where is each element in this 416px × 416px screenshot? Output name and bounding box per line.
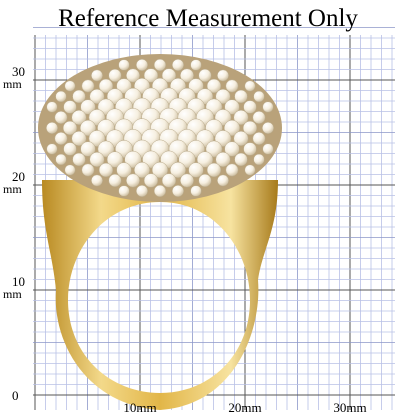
pearl [233,109,249,126]
y-label-number: 30 [12,64,25,79]
pearl [188,162,204,178]
pearl [133,161,151,179]
pearl [225,163,239,177]
pearl [153,184,167,198]
pearl [54,132,68,145]
pearl [233,130,249,147]
pearl [108,68,122,83]
pearl [72,89,86,104]
pearl [81,79,95,93]
pearl [234,152,248,167]
pearl [108,173,122,188]
pearl [143,68,159,83]
y-label-number: 20 [12,169,25,184]
pearl [253,153,265,166]
pearl [243,142,257,156]
pearl [89,88,105,105]
pearl [63,100,77,114]
pearl [161,173,177,188]
pearl [190,185,202,197]
pearl [63,142,77,156]
pearl [217,69,229,82]
ring [38,54,282,410]
pearl [72,152,86,167]
pearl [91,69,103,82]
pearl [180,68,194,83]
pearl [171,184,185,198]
pearl [71,109,87,126]
pearl [118,59,130,71]
pearl [116,162,132,178]
x-label: 30mm [333,400,366,415]
y-label-number: 10 [12,274,25,289]
ring-band [42,180,278,410]
pearl [206,162,222,178]
pearl [243,100,257,114]
x-label: 20mm [228,400,261,415]
pearl [262,101,274,113]
pearl [62,120,78,136]
pearl [253,90,265,103]
pearl [262,143,274,155]
pearl [81,163,95,177]
pearl [64,80,76,92]
pearl [180,173,194,188]
pearl [98,162,114,178]
title: Reference Measurement Only [58,5,358,32]
pearl [71,130,87,147]
pearl [242,120,258,136]
pearl [262,122,274,134]
pearl [80,99,96,115]
pearl [46,101,58,113]
pearl [153,58,167,72]
pearl [135,58,149,72]
pearl [190,59,202,71]
pearl [106,151,124,168]
pearl [55,153,67,166]
pearl [234,89,248,104]
pearl [215,151,231,168]
pearl [244,80,256,92]
y-label-unit: mm [3,287,22,301]
pearl [98,78,114,94]
pearl [252,111,266,124]
pearl [126,173,140,188]
pearl [89,151,105,168]
pearl [118,185,130,197]
pearl [46,143,58,155]
pearl [126,68,140,83]
y-label-unit: mm [3,77,22,91]
pearl [171,58,185,72]
pearl [54,111,68,124]
pearl [55,90,67,103]
pearl [224,99,240,115]
pearl [225,79,239,93]
pearl [252,132,266,145]
pearl [217,174,229,187]
pearl [135,184,149,198]
pearl [80,141,96,157]
pearl [198,173,212,188]
pearl [64,164,76,176]
pearl [206,78,222,94]
pearl [215,88,231,105]
pearl [46,122,58,134]
pearl [224,141,240,157]
pearl [169,161,187,179]
pearl [151,161,169,179]
pearl [91,174,103,187]
pearl [161,68,177,83]
pearl [198,68,212,83]
pearl [244,164,256,176]
y-label-unit: mm [3,182,22,196]
pearl [143,173,159,188]
origin-label: 0 [12,388,19,403]
x-label: 10mm [123,400,156,415]
pearls [46,58,274,198]
pearl [196,151,214,168]
